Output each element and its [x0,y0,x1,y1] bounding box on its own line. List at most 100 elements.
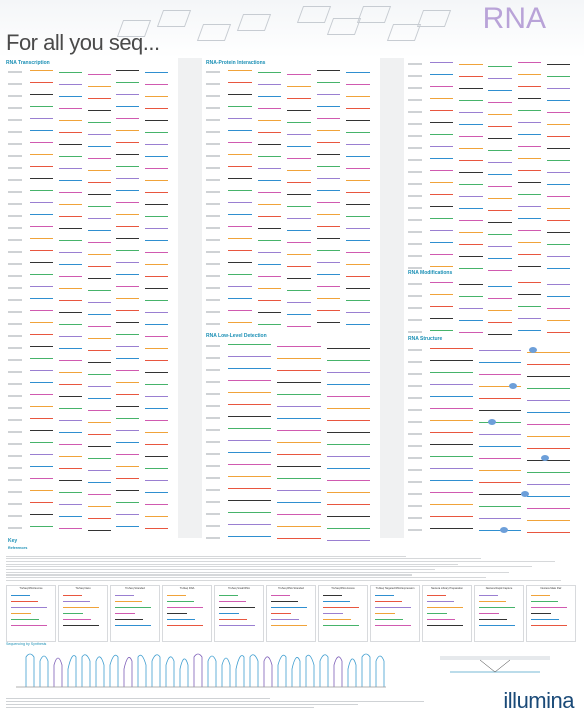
method-diagram [430,133,576,139]
workflow-step [219,625,255,626]
diagram-strand [30,154,54,155]
diagram-strand [459,296,483,297]
method-diagram [430,503,576,509]
method-diagram [228,451,376,457]
cluster-strand [207,655,217,687]
method-label-placeholder [206,299,220,301]
diagram-strand [228,428,272,429]
method-diagram [430,293,576,299]
diagram-strand [277,490,321,491]
workflow-step [11,595,31,596]
method-label-placeholder [206,287,220,289]
method-label-placeholder [206,369,220,371]
diagram-strand [430,230,454,231]
diagram-strand [228,310,252,311]
diagram-strand [145,516,169,517]
workflow-step [427,595,447,596]
method-label-placeholder [408,267,422,269]
diagram-strand [58,168,82,169]
diagram-strand [459,220,483,221]
section-title: RNA Low-Level Detection [206,333,267,339]
method-row [406,84,578,93]
diagram-strand [459,308,483,309]
diagram-strand [316,226,341,227]
workflow-step [11,607,47,608]
method-label-placeholder [206,441,220,443]
diagram-strand [459,196,483,197]
method-diagram [430,157,576,163]
diagram-strand [228,94,252,95]
method-label-placeholder [206,215,220,217]
diagram-strand [87,278,111,279]
diagram-strand [228,238,252,239]
diagram-strand [517,282,541,283]
method-label-placeholder [408,493,422,495]
diagram-strand [430,348,473,349]
diagram-strand [546,284,571,285]
workflow-step [219,613,239,614]
diagram-strand [346,84,371,85]
diagram-strand [287,326,311,327]
cluster-strand [123,657,133,687]
method-row [204,140,378,149]
diagram-strand [459,244,483,245]
diagram-strand [228,190,252,191]
diagram-strand [228,476,272,477]
method-label-placeholder [8,179,22,181]
diagram-strand [346,192,371,193]
method-diagram [228,153,376,159]
method-diagram [430,121,576,127]
diagram-strand [346,276,371,277]
method-row [406,180,578,189]
method-label-placeholder [8,227,22,229]
method-label-placeholder [408,409,422,411]
diagram-strand [287,206,311,207]
workflow-step [63,625,99,626]
molecule-decoration [326,18,362,35]
diagram-strand [430,206,454,207]
workflow-step [531,595,551,596]
diagram-strand [546,256,571,257]
method-row [406,394,578,403]
cluster-strand [81,654,91,687]
diagram-strand [346,180,371,181]
method-row [406,120,578,129]
method-label-placeholder [8,323,22,325]
diagram-strand [58,84,82,85]
diagram-strand [58,444,82,445]
diagram-strand [87,206,111,207]
diagram-strand [546,220,571,221]
diagram-strand [430,444,473,445]
diagram-strand [58,372,82,373]
diagram-strand [326,396,371,397]
diagram-strand [58,312,82,313]
method-label-placeholder [8,383,22,385]
method-label-placeholder [206,251,220,253]
workflow-step [115,619,143,620]
diagram-strand [87,302,111,303]
diagram-strand [87,518,111,519]
method-label-placeholder [8,167,22,169]
diagram-strand [346,312,371,313]
diagram-strand [488,186,512,187]
diagram-strand [346,120,371,121]
reference-line [6,579,561,581]
method-row [406,252,578,261]
diagram-strand [287,242,311,243]
diagram-strand [228,250,252,251]
workflow-step [427,613,447,614]
section-title: RNA Transcription [6,60,50,66]
diagram-strand [58,528,82,529]
diagram-strand [257,72,282,73]
method-label-placeholder [8,251,22,253]
method-label-placeholder [408,385,422,387]
diagram-strand [116,514,140,515]
method-diagram [228,201,376,207]
method-row [204,320,378,329]
diagram-strand [145,312,169,313]
diagram-strand [145,96,169,97]
diagram-strand [30,130,54,131]
diagram-strand [116,358,140,359]
diagram-strand [30,514,54,515]
method-diagram [30,81,174,87]
